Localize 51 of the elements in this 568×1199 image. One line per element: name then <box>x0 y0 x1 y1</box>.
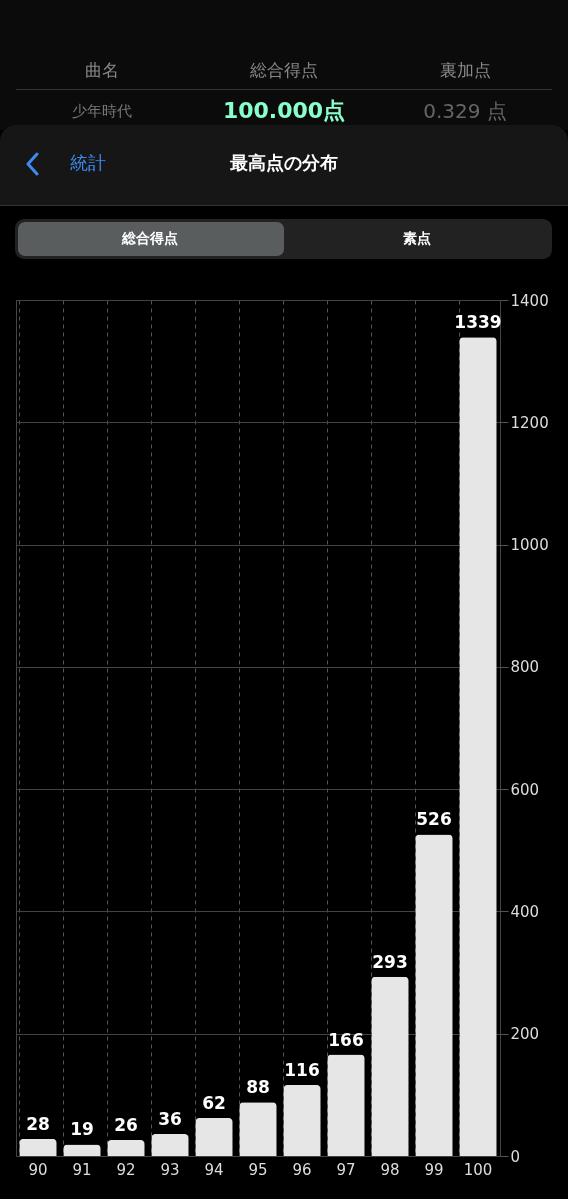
data-label: 28 <box>26 1113 50 1134</box>
bar <box>107 1140 145 1156</box>
data-label: 166 <box>328 1029 364 1050</box>
data-label: 116 <box>284 1060 320 1081</box>
x-tick-label: 96 <box>292 1160 312 1179</box>
text: 総合得点 <box>122 230 178 248</box>
bar <box>415 834 453 1156</box>
y-tick-label: 400 <box>510 902 540 921</box>
chart-title: 最高点の分布 <box>230 151 338 175</box>
text: 裏加点 <box>439 58 491 82</box>
x-tick-label: 97 <box>336 1160 356 1179</box>
data-label: 19 <box>70 1119 94 1140</box>
bar <box>283 1085 321 1156</box>
bar <box>371 976 409 1156</box>
bar <box>239 1102 277 1156</box>
data-label: 36 <box>158 1108 182 1129</box>
y-tick-label: 1200 <box>510 413 549 432</box>
data-label: 1339 <box>454 312 502 333</box>
x-tick-label: 100 <box>463 1160 493 1179</box>
data-label: 293 <box>372 951 408 972</box>
y-tick-label: 0 <box>510 1147 521 1166</box>
x-tick-label: 90 <box>28 1160 48 1179</box>
x-tick-label: 94 <box>204 1160 224 1179</box>
text: 統計 <box>70 151 106 175</box>
x-tick-label: 92 <box>116 1160 136 1179</box>
x-tick-label: 91 <box>72 1160 92 1179</box>
data-label: 62 <box>202 1093 226 1114</box>
text: 曲名 <box>85 58 119 82</box>
bar <box>327 1054 365 1156</box>
data-label: 526 <box>416 809 452 830</box>
bar <box>19 1138 57 1156</box>
bar <box>151 1133 189 1156</box>
text: 総合得点 <box>250 58 318 82</box>
y-tick-label: 200 <box>510 1025 540 1044</box>
x-tick-label: 93 <box>160 1160 180 1179</box>
bar <box>459 337 497 1156</box>
bar <box>195 1118 233 1156</box>
data-label: 88 <box>246 1077 270 1098</box>
x-tick-label: 95 <box>248 1160 268 1179</box>
x-tick-label: 99 <box>424 1160 444 1179</box>
text: 0.329 点 <box>423 97 507 125</box>
y-tick-label: 1000 <box>510 536 549 555</box>
text: 少年時代 <box>72 101 132 121</box>
y-tick-label: 1400 <box>510 291 549 310</box>
bar <box>63 1144 101 1156</box>
y-tick-label: 600 <box>510 780 540 799</box>
data-label: 26 <box>114 1115 138 1136</box>
x-tick-label: 98 <box>380 1160 400 1179</box>
text: 素点 <box>403 230 431 248</box>
text: 100.000点 <box>222 97 346 125</box>
y-tick-label: 800 <box>510 658 540 677</box>
